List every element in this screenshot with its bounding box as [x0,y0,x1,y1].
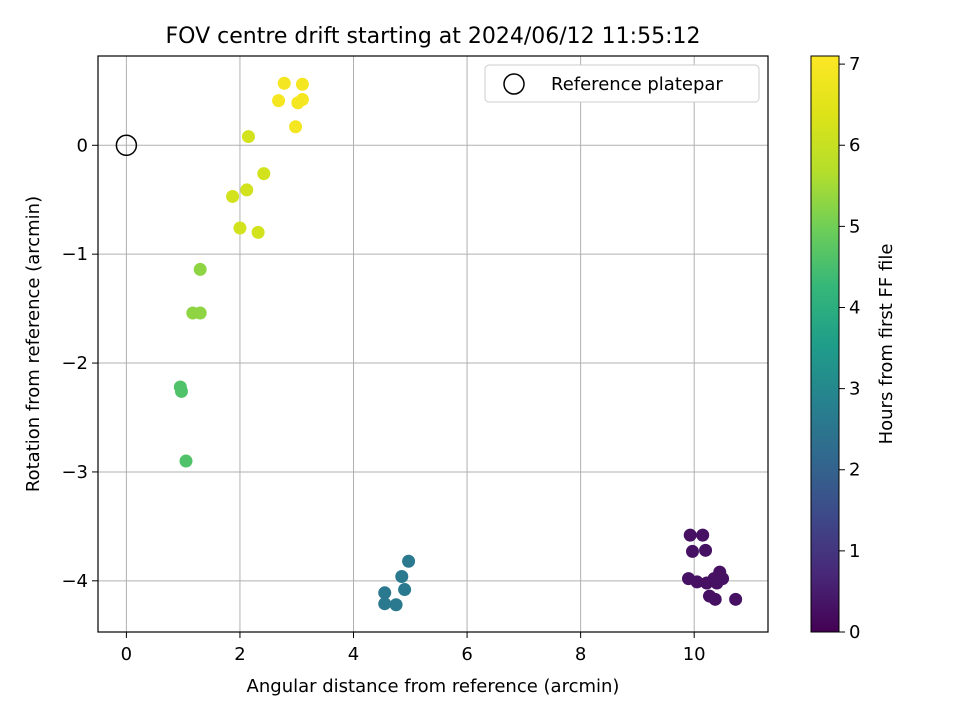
plot-frame [97,55,769,633]
data-point [710,576,724,590]
colorbar-label: Hours from first FF file [876,244,897,445]
colorbar-tick-label: 7 [849,54,860,75]
colorbar: 0 1 2 3 4 5 6 7 Hours from first FF file [810,54,897,643]
data-point [402,554,416,568]
data-point [241,130,255,144]
y-axis-ticks: 0 −1 −2 −3 −4 [61,135,98,592]
data-point [240,183,254,197]
data-point [395,569,409,583]
legend-box [484,64,760,103]
chart-title: FOV centre drift starting at 2024/06/12 … [166,24,701,49]
x-tick-label: 6 [461,644,472,665]
data-point [389,598,403,612]
legend-marker-reference [503,73,525,95]
data-point [398,583,412,597]
legend-entry-reference: Reference platepar [551,74,723,95]
data-point [289,120,303,134]
colorbar-tick-label: 0 [849,622,860,643]
colorbar-tick-label: 3 [849,379,860,400]
data-point [378,597,392,611]
data-point [696,528,710,542]
colorbar-tick-label: 2 [849,460,860,481]
data-point [295,77,309,91]
data-point [708,592,722,606]
reference-platepar-marker [115,134,138,157]
y-tick-label: −2 [61,353,88,374]
y-axis-label: Rotation from reference (arcmin) [23,196,44,492]
data-point [699,543,713,557]
data-point [257,167,271,181]
y-tick-label: −4 [61,571,88,592]
colorbar-tick-label: 5 [849,216,860,237]
x-tick-label: 10 [683,644,706,665]
colorbar-tick-label: 6 [849,135,860,156]
data-point [193,306,207,320]
y-tick-label: −3 [61,462,88,483]
data-point [179,454,193,468]
data-point [690,575,704,589]
colorbar-tick-label: 1 [849,541,860,562]
data-point [233,221,247,235]
colorbar-gradient [810,55,840,633]
y-tick-label: −1 [61,244,88,265]
colorbar-ticks: 0 1 2 3 4 5 6 7 [839,54,860,643]
x-axis-ticks: 0 2 4 6 8 10 [121,632,706,665]
x-tick-label: 0 [121,644,132,665]
x-tick-label: 8 [575,644,586,665]
data-point [277,76,291,90]
data-point [295,93,309,107]
data-point [193,262,207,276]
x-tick-label: 4 [348,644,359,665]
reference-marker-layer [115,134,138,157]
x-tick-label: 2 [234,644,245,665]
legend: Reference platepar [484,64,760,103]
data-points [173,76,743,612]
colorbar-tick-label: 4 [849,297,860,318]
grid [98,56,768,632]
x-axis-label: Angular distance from reference (arcmin) [247,676,620,697]
y-tick-label: 0 [77,135,88,156]
data-point [729,592,743,606]
data-point [174,384,188,398]
data-point [251,225,265,239]
data-point [226,189,240,203]
data-point [272,94,286,108]
data-point [685,544,699,558]
data-point [378,586,392,600]
data-point [683,528,697,542]
